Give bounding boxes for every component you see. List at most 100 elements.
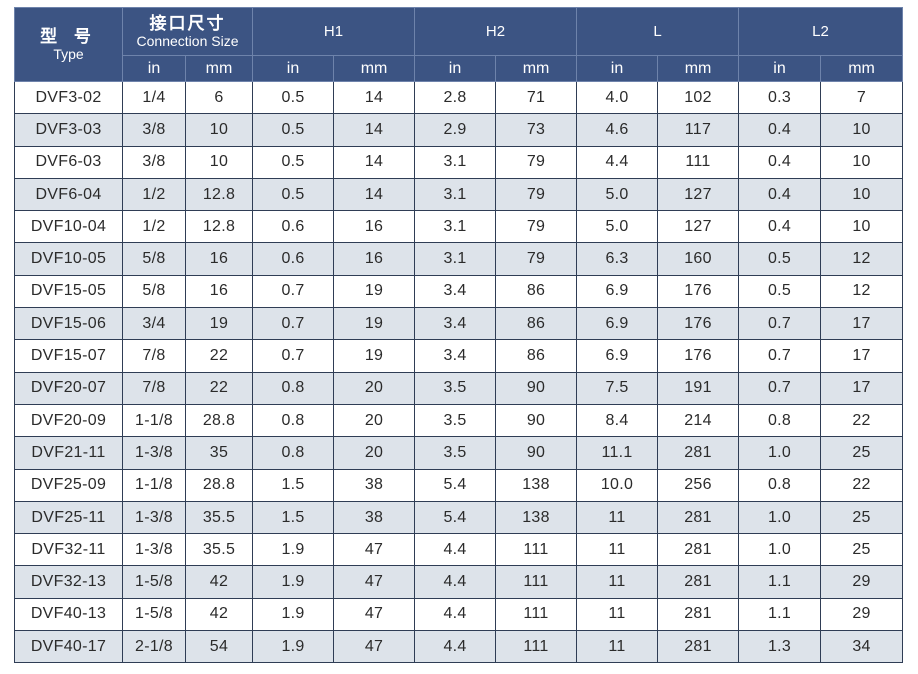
cell-conn-in: 7/8 <box>122 371 186 405</box>
header-type: 型 号 Type <box>14 7 123 82</box>
cell-h2-in: 3.1 <box>414 242 497 276</box>
cell-l2-in: 0.4 <box>738 113 822 147</box>
cell-h1-in: 0.7 <box>252 307 335 341</box>
cell-l2-in: 1.0 <box>738 533 822 567</box>
table-row: DVF40-13 1-5/8 42 1.9 47 4.4 111 11 281 1.1 29 <box>14 597 904 632</box>
cell-l2-mm: 29 <box>820 597 904 632</box>
cell-h2-in: 4.4 <box>414 630 497 664</box>
cell-type: DVF15-06 <box>14 307 123 341</box>
cell-h2-mm: 86 <box>495 339 578 373</box>
header-row-groups: 型 号 Type 接口尺寸 Connection Size H1 H2 L L2 <box>14 7 904 82</box>
cell-conn-mm: 10 <box>184 113 254 147</box>
cell-l-mm: 127 <box>657 210 740 244</box>
cell-conn-mm: 12.8 <box>184 177 254 212</box>
cell-l-mm: 281 <box>657 597 740 632</box>
cell-l2-in: 0.3 <box>738 80 822 115</box>
cell-l-mm: 111 <box>657 145 740 179</box>
cell-h2-in: 3.4 <box>414 339 497 373</box>
unit-in: in <box>122 55 186 82</box>
cell-h2-mm: 138 <box>495 468 578 502</box>
cell-l-in: 8.4 <box>576 403 659 438</box>
table-row: DVF32-11 1-3/8 35.5 1.9 47 4.4 111 11 281 1.0 25 <box>14 533 904 567</box>
unit-mm: mm <box>495 55 578 82</box>
cell-type: DVF32-13 <box>14 565 123 599</box>
cell-h1-mm: 47 <box>333 533 416 567</box>
cell-type: DVF6-03 <box>14 145 123 179</box>
cell-h1-in: 0.5 <box>252 177 335 212</box>
cell-h2-mm: 90 <box>495 403 578 438</box>
cell-l-mm: 191 <box>657 371 740 405</box>
cell-l2-mm: 10 <box>820 113 904 147</box>
cell-h2-in: 3.5 <box>414 371 497 405</box>
header-l: L <box>576 7 740 56</box>
cell-l-in: 4.6 <box>576 113 659 147</box>
cell-l2-in: 0.4 <box>738 177 822 212</box>
cell-l-mm: 160 <box>657 242 740 276</box>
cell-h2-mm: 79 <box>495 177 578 212</box>
cell-conn-in: 1-1/8 <box>122 468 186 502</box>
cell-h1-in: 1.9 <box>252 533 335 567</box>
cell-l-mm: 281 <box>657 565 740 599</box>
table-row: DVF6-03 3/8 10 0.5 14 3.1 79 4.4 111 0.4 10 <box>14 145 904 179</box>
cell-l2-mm: 25 <box>820 533 904 567</box>
cell-l2-in: 0.5 <box>738 274 822 309</box>
cell-type: DVF40-17 <box>14 630 123 664</box>
cell-conn-mm: 42 <box>184 597 254 632</box>
cell-l-in: 6.9 <box>576 274 659 309</box>
cell-h1-in: 1.9 <box>252 565 335 599</box>
cell-h2-mm: 111 <box>495 597 578 632</box>
cell-h2-mm: 86 <box>495 307 578 341</box>
unit-in: in <box>576 55 659 82</box>
cell-conn-mm: 16 <box>184 274 254 309</box>
cell-h2-in: 3.5 <box>414 436 497 470</box>
cell-type: DVF40-13 <box>14 597 123 632</box>
cell-l-mm: 256 <box>657 468 740 502</box>
table-row: DVF3-03 3/8 10 0.5 14 2.9 73 4.6 117 0.4 10 <box>14 113 904 147</box>
cell-conn-mm: 12.8 <box>184 210 254 244</box>
cell-l-mm: 117 <box>657 113 740 147</box>
table-row: DVF21-11 1-3/8 35 0.8 20 3.5 90 11.1 281 1.0 25 <box>14 436 904 470</box>
cell-l2-mm: 10 <box>820 177 904 212</box>
cell-conn-mm: 28.8 <box>184 403 254 438</box>
cell-l2-mm: 17 <box>820 371 904 405</box>
cell-l-in: 6.9 <box>576 307 659 341</box>
unit-in: in <box>414 55 497 82</box>
table-row: DVF20-07 7/8 22 0.8 20 3.5 90 7.5 191 0.7 17 <box>14 371 904 405</box>
cell-conn-mm: 16 <box>184 242 254 276</box>
cell-h2-mm: 90 <box>495 371 578 405</box>
cell-l2-in: 1.1 <box>738 565 822 599</box>
table-row: DVF10-04 1/2 12.8 0.6 16 3.1 79 5.0 127 0.4 10 <box>14 210 904 244</box>
cell-l2-in: 0.8 <box>738 468 822 502</box>
cell-l2-in: 0.7 <box>738 307 822 341</box>
cell-h2-mm: 79 <box>495 210 578 244</box>
spec-table: 型 号 Type 接口尺寸 Connection Size H1 H2 L L2… <box>14 7 904 664</box>
cell-h1-mm: 20 <box>333 371 416 405</box>
cell-type: DVF3-02 <box>14 80 123 115</box>
cell-h2-mm: 111 <box>495 630 578 664</box>
table-row: DVF3-02 1/4 6 0.5 14 2.8 71 4.0 102 0.3 7 <box>14 80 904 115</box>
cell-h1-mm: 14 <box>333 113 416 147</box>
cell-conn-mm: 6 <box>184 80 254 115</box>
cell-h2-in: 4.4 <box>414 565 497 599</box>
cell-h1-mm: 47 <box>333 565 416 599</box>
cell-conn-mm: 28.8 <box>184 468 254 502</box>
cell-h1-mm: 14 <box>333 80 416 115</box>
cell-type: DVF15-07 <box>14 339 123 373</box>
cell-conn-in: 1/2 <box>122 177 186 212</box>
header-type-en: Type <box>53 46 84 62</box>
cell-l2-mm: 25 <box>820 500 904 535</box>
cell-l-mm: 281 <box>657 630 740 664</box>
cell-h1-mm: 38 <box>333 500 416 535</box>
cell-h2-mm: 111 <box>495 533 578 567</box>
cell-l2-mm: 34 <box>820 630 904 664</box>
unit-mm: mm <box>184 55 254 82</box>
cell-l-in: 11 <box>576 500 659 535</box>
cell-h2-in: 3.4 <box>414 307 497 341</box>
cell-l2-mm: 17 <box>820 307 904 341</box>
table-row: DVF15-06 3/4 19 0.7 19 3.4 86 6.9 176 0.7 17 <box>14 307 904 341</box>
cell-l2-in: 0.5 <box>738 242 822 276</box>
cell-l2-in: 0.4 <box>738 145 822 179</box>
table-row: DVF15-05 5/8 16 0.7 19 3.4 86 6.9 176 0.5 12 <box>14 274 904 309</box>
cell-h2-in: 4.4 <box>414 533 497 567</box>
cell-type: DVF10-05 <box>14 242 123 276</box>
